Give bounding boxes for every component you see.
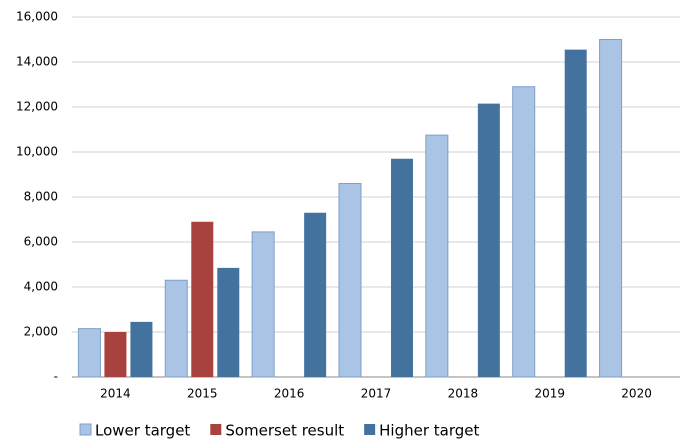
x-tick-label: 2015 bbox=[187, 387, 218, 401]
bar bbox=[191, 221, 214, 377]
x-tick-label: 2014 bbox=[100, 387, 131, 401]
legend-swatch bbox=[79, 423, 92, 436]
legend-swatch bbox=[364, 424, 376, 435]
y-tick-label: 16,000 bbox=[16, 10, 58, 24]
y-tick-label: 6,000 bbox=[24, 235, 58, 249]
bar bbox=[217, 267, 240, 377]
legend-label: Higher target bbox=[379, 422, 479, 440]
bar bbox=[564, 49, 587, 377]
legend-label: Lower target bbox=[95, 422, 190, 440]
x-tick-label: 2020 bbox=[621, 387, 652, 401]
x-tick-label: 2019 bbox=[534, 387, 565, 401]
y-tick-label: 4,000 bbox=[24, 280, 58, 294]
x-tick-label: 2018 bbox=[448, 387, 479, 401]
bar bbox=[391, 158, 413, 377]
bar bbox=[599, 39, 623, 378]
bar bbox=[164, 279, 188, 378]
legend-label: Somerset result bbox=[225, 422, 344, 440]
bar bbox=[512, 86, 536, 378]
y-tick-label: 8,000 bbox=[24, 190, 58, 204]
bar bbox=[104, 332, 127, 377]
x-tick-label: 2017 bbox=[361, 387, 392, 401]
y-tick-label: - bbox=[54, 370, 58, 384]
bar bbox=[477, 103, 500, 377]
bar bbox=[130, 321, 153, 377]
y-tick-label: 2,000 bbox=[24, 325, 58, 339]
y-tick-label: 14,000 bbox=[16, 55, 58, 69]
legend-swatch bbox=[210, 424, 222, 435]
x-tick-label: 2016 bbox=[274, 387, 305, 401]
legend: Lower target Somerset result Higher target bbox=[79, 422, 480, 440]
bar bbox=[77, 328, 101, 378]
y-tick-label: 12,000 bbox=[16, 100, 58, 114]
bar bbox=[425, 134, 449, 378]
y-tick-label: 10,000 bbox=[16, 145, 58, 159]
bar bbox=[251, 231, 275, 378]
bar bbox=[304, 212, 327, 377]
bar bbox=[338, 183, 362, 378]
